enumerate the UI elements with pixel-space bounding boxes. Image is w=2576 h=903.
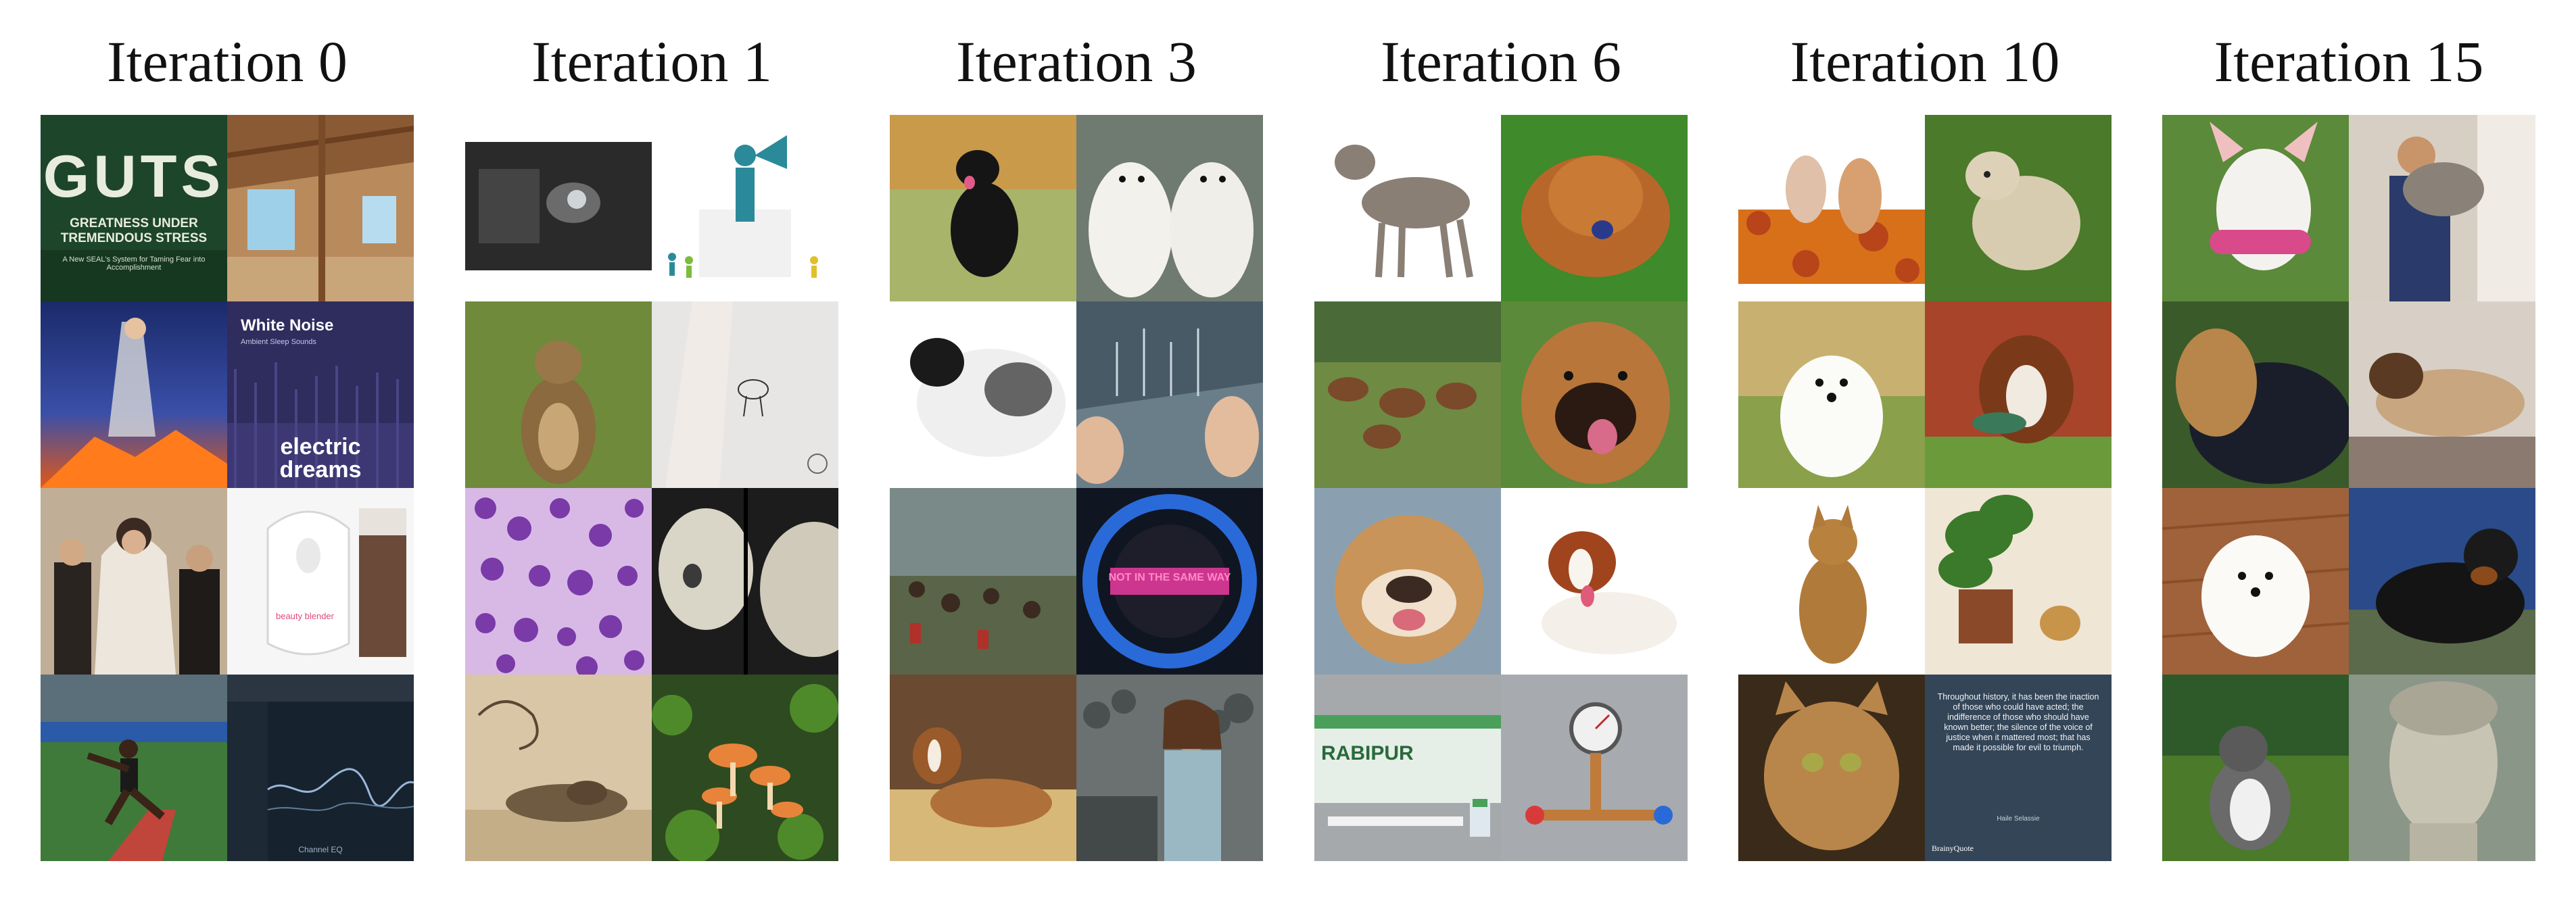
samoyed-puppy-image [1738,301,1925,488]
iteration-15-grid [2162,115,2535,861]
band-photo-image [41,488,227,675]
white-noise-title: White Noise [241,316,334,335]
bull-terrier-with-toy-image [2162,115,2349,301]
white-noise-album-image: White Noise Ambient Sleep Sounds electri… [227,301,414,488]
guts-subtitle-2: TREMENDOUS STRESS [60,231,208,245]
iteration-0-title: Iteration 0 [107,29,348,94]
guts-book-cover-image: GUTS GREATNESS UNDER TREMENDOUS STRESS A… [41,115,227,301]
iteration-15-title: Iteration 15 [2214,29,2484,94]
white-noise-sub: Ambient Sleep Sounds [241,338,316,346]
dachshund-image [2349,488,2535,675]
long-jump-athlete-image [41,675,227,861]
samoyed-pair-image [1076,115,1263,301]
pipe-pressure-gauge-image [1501,675,1688,861]
iteration-6-grid: RABIPUR [1314,115,1688,861]
rabipur-label: RABIPUR [1321,742,1414,764]
feet-on-scale-image [1076,301,1263,488]
iteration-10-title: Iteration 10 [1790,29,2060,94]
iteration-10-grid: Throughout history, it has been the inac… [1738,115,2112,861]
stone-bust-sculpture-image [2349,675,2535,861]
siamese-cat-image [2349,301,2535,488]
groundhog-image [465,301,652,488]
guts-title-text: GUTS [43,143,225,210]
channel-eq-screenshot-image: Channel EQ [227,675,414,861]
dog-beside-plant-image [1925,488,2112,675]
brainyquote-brand: BrainyQuote [1932,844,1974,853]
iteration-3-title: Iteration 3 [956,29,1197,94]
not-in-the-same-way-cover-image: NOT IN THE SAME WAY [1076,488,1263,675]
skull-3d-render-image [652,488,838,675]
beauty-blender-label: beauty blender [275,611,334,621]
beauty-blender-product-image: beauty blender [227,488,414,675]
electric-text: electric [280,434,361,460]
english-bulldog-image [1314,488,1501,675]
iteration-1-grid [465,115,838,861]
megaphone-illustration-image [652,115,838,301]
back-to-the-future-poster-image [41,301,227,488]
brainyquote-image: Throughout history, it has been the inac… [1925,675,2112,861]
abyssinian-cat-image [1738,488,1925,675]
weimaraner-dog-image [1314,115,1501,301]
vintage-engraving-image [465,675,652,861]
rabipur-vaccine-image: RABIPUR [1314,675,1501,861]
foal-in-straw-image [890,675,1076,861]
quote-text: Throughout history, it has been the inac… [1937,692,2099,752]
springer-spaniel-image [1501,488,1688,675]
not-in-same-way-text: NOT IN THE SAME WAY [1108,572,1231,583]
black-dog-image [890,115,1076,301]
husky-puppy-image [2162,675,2349,861]
guts-subtitle-1: GREATNESS UNDER [70,216,198,230]
channel-eq-label: Channel EQ [298,845,343,854]
historical-battle-painting-image [890,488,1076,675]
woman-in-crowd-poster-image [1076,675,1263,861]
iteration-6-title: Iteration 6 [1381,29,1621,94]
dreams-text: dreams [279,457,362,483]
maltese-puppy-image [2162,488,2349,675]
iteration-3-grid: NOT IN THE SAME WAY [890,115,1263,861]
spaniel-with-duck-image [1925,301,2112,488]
chow-chow-dog-image [1501,115,1688,301]
blood-cells-microscope-image [465,488,652,675]
bullmastiff-dog-image [1501,301,1688,488]
tabby-kitten-image [1738,675,1925,861]
iteration-1-title: Iteration 1 [531,29,772,94]
yorkshire-terrier-image [2162,301,2349,488]
deer-tattoo-image [652,301,838,488]
terrier-on-grass-image [1925,115,2112,301]
japanese-chin-dog-image [890,301,1076,488]
orange-mushrooms-image [652,675,838,861]
iteration-0-grid: GUTS GREATNESS UNDER TREMENDOUS STRESS A… [41,115,414,861]
quote-author: Haile Selassie [1997,815,2040,823]
guts-tagline: A New SEAL's System for Taming Fear into… [62,255,206,272]
woman-holding-cat-image [2349,115,2535,301]
dogs-on-field-image [1314,301,1501,488]
kittens-in-leaves-image [1738,115,1925,301]
car-engine-image [465,115,652,301]
barn-interior-image [227,115,414,301]
